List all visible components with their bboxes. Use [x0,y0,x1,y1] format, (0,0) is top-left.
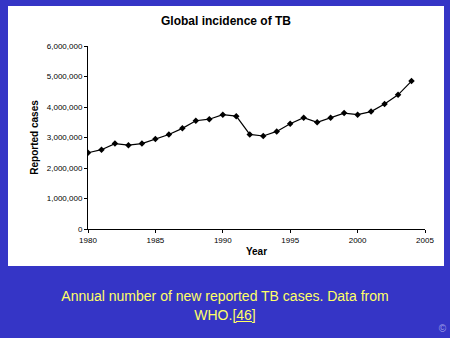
svg-text:1990: 1990 [214,236,232,245]
svg-text:1,000,000: 1,000,000 [47,194,83,203]
svg-text:1995: 1995 [281,236,299,245]
svg-text:2005: 2005 [416,236,434,245]
svg-text:5,000,000: 5,000,000 [47,72,83,81]
svg-text:2000: 2000 [349,236,367,245]
svg-text:0: 0 [78,225,83,234]
svg-text:1985: 1985 [147,236,165,245]
html-text:Annual number of new reported: Annual number of new reported TB cases. … [61,288,389,323]
svg-text:6,000,000: 6,000,000 [47,42,83,51]
svg-text:4,000,000: 4,000,000 [47,103,83,112]
svg-text:1980: 1980 [79,236,97,245]
svg-text:Global incidence of TB: Global incidence of TB [161,14,291,28]
svg-text:Year: Year [246,246,267,257]
svg-text:Reported cases: Reported cases [29,100,40,175]
svg-text:2,000,000: 2,000,000 [47,164,83,173]
svg-text:3,000,000: 3,000,000 [47,133,83,142]
